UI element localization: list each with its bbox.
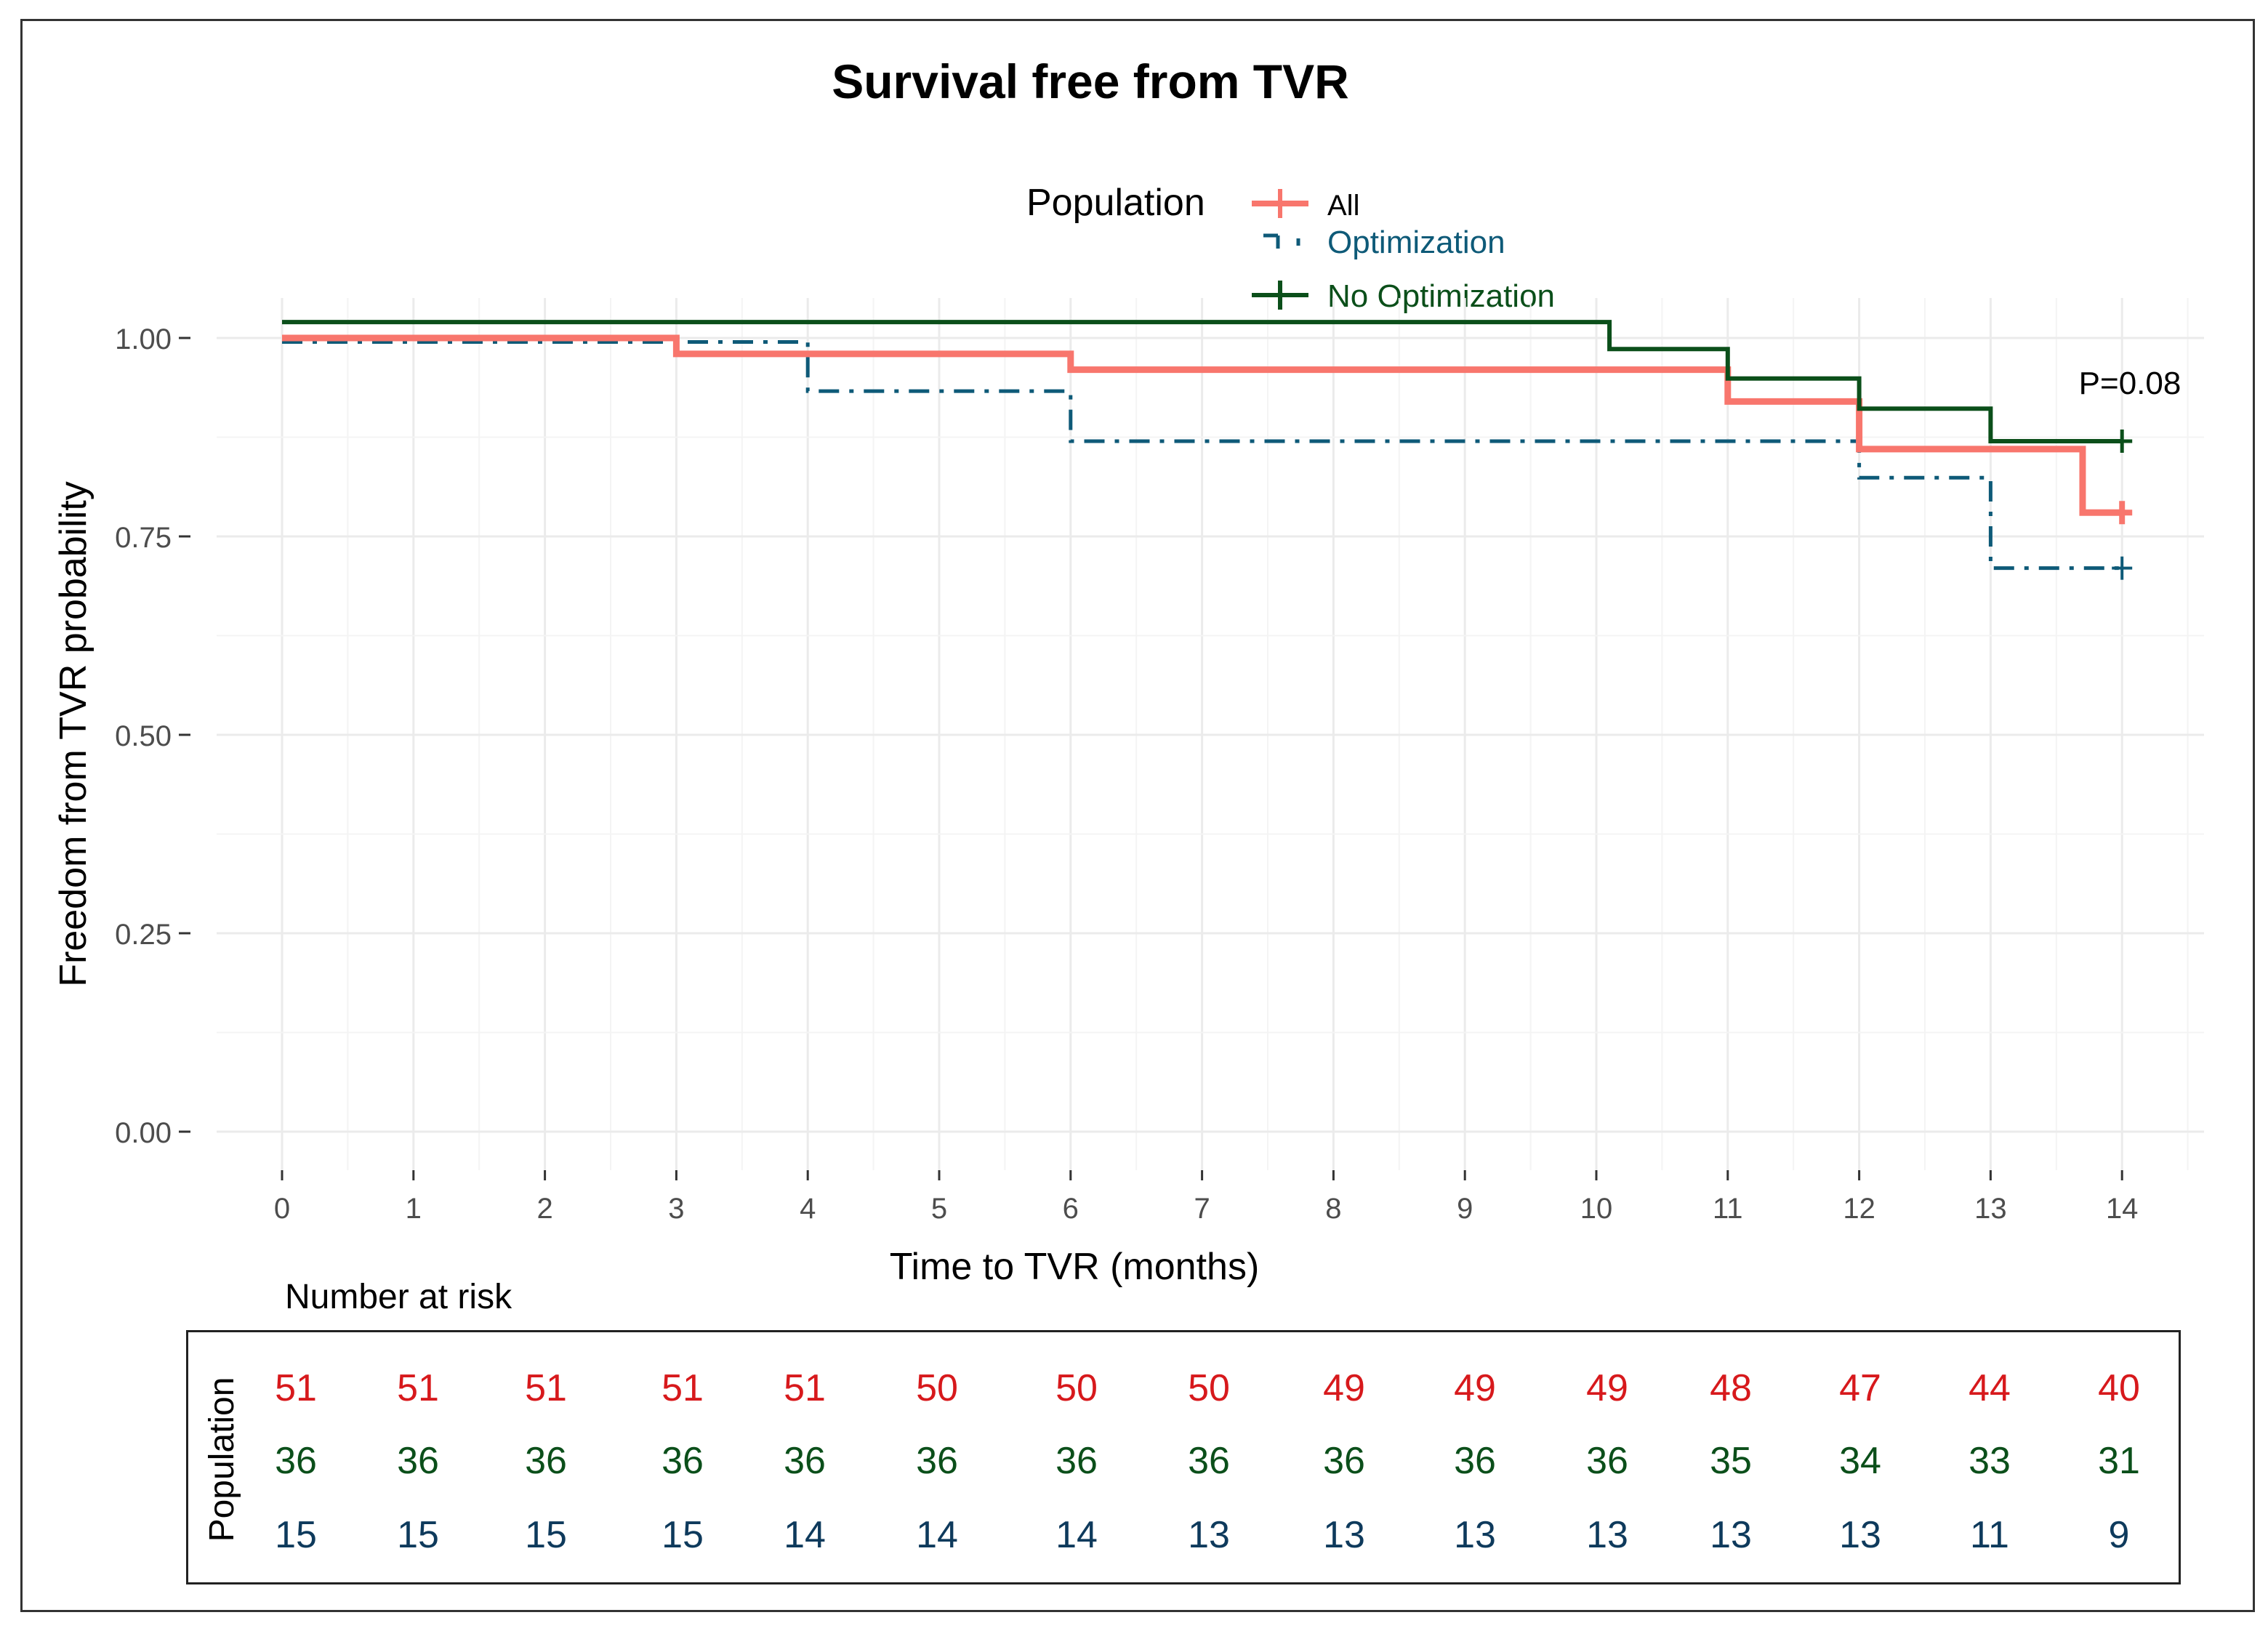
x-axis-label: Time to TVR (months) [890, 1246, 1260, 1288]
y-tick-label: 0.75 [115, 522, 172, 554]
legend-label: No Optimization [1327, 278, 1555, 314]
risk-cell: 13 [1323, 1514, 1365, 1556]
risk-cell: 34 [1839, 1440, 1881, 1482]
legend-key-no-optimization [1252, 281, 1308, 310]
y-axis-label: Freedom from TVR probability [52, 481, 94, 987]
risk-table-row-label: Population [203, 1377, 241, 1542]
x-tick-label: 0 [274, 1193, 290, 1225]
risk-cell: 49 [1586, 1367, 1628, 1409]
risk-cell: 36 [1586, 1440, 1628, 1482]
risk-cell: 13 [1188, 1514, 1230, 1556]
risk-cell: 13 [1839, 1514, 1881, 1556]
x-tick-label: 14 [2106, 1193, 2139, 1225]
legend-key-all [1252, 189, 1308, 218]
risk-cell: 13 [1710, 1514, 1752, 1556]
x-tick-label: 6 [1063, 1193, 1079, 1225]
risk-cell: 36 [1454, 1440, 1496, 1482]
risk-cell: 48 [1710, 1367, 1752, 1409]
risk-cell: 50 [916, 1367, 958, 1409]
x-tick-label: 13 [1974, 1193, 2007, 1225]
risk-cell: 36 [662, 1440, 704, 1482]
risk-cell: 31 [2098, 1440, 2140, 1482]
p-value-annotation: P=0.08 [2079, 366, 2181, 401]
x-tick-label: 9 [1457, 1193, 1473, 1225]
risk-rows: 51 51 51 51 51 50 50 50 49 49 49 48 47 44 40 36 36 36 36 36… [275, 1367, 2140, 1556]
x-tick-label: 8 [1325, 1193, 1341, 1225]
y-tick-label: 0.50 [115, 720, 172, 752]
risk-cell: 50 [1188, 1367, 1230, 1409]
risk-cell: 13 [1586, 1514, 1628, 1556]
x-tick-label: 7 [1194, 1193, 1210, 1225]
risk-cell: 40 [2098, 1367, 2140, 1409]
legend-title: Population [1026, 182, 1205, 224]
x-tick-label: 10 [1580, 1193, 1613, 1225]
chart-title: Survival free from TVR [832, 55, 1349, 108]
risk-cell: 13 [1454, 1514, 1496, 1556]
x-tick-label: 12 [1843, 1193, 1875, 1225]
risk-table-svg: Population 51 51 51 51 51 50 50 50 49 49 49 48 47 44 4… [203, 1367, 2140, 1556]
risk-cell: 9 [2109, 1514, 2130, 1556]
y-tick-label: 1.00 [115, 323, 172, 355]
series-line-optimization [282, 339, 2123, 571]
x-tick-label: 1 [406, 1193, 422, 1225]
risk-cell: 36 [1055, 1440, 1098, 1482]
risk-cell: 15 [397, 1514, 439, 1556]
legend-label: Optimization [1327, 225, 1505, 260]
risk-cell: 33 [1969, 1440, 2011, 1482]
risk-cell: 15 [275, 1514, 317, 1556]
risk-cell: 36 [1323, 1440, 1365, 1482]
risk-cell: 44 [1969, 1367, 2011, 1409]
risk-cell: 14 [916, 1514, 958, 1556]
legend-label: All [1327, 190, 1359, 222]
legend-key-optimization [1263, 233, 1300, 249]
risk-cell: 11 [1970, 1514, 2009, 1556]
grid [217, 298, 2204, 1170]
risk-cell: 49 [1454, 1367, 1496, 1409]
risk-cell: 51 [397, 1367, 439, 1409]
risk-cell: 51 [662, 1367, 704, 1409]
risk-cell: 14 [784, 1514, 826, 1556]
x-axis: 0 1 2 3 4 5 6 7 8 9 10 11 12 13 14 [274, 1170, 2139, 1225]
figure-frame [20, 19, 2255, 1612]
risk-cell: 47 [1839, 1367, 1881, 1409]
risk-cell: 36 [525, 1440, 567, 1482]
risk-cell: 51 [784, 1367, 826, 1409]
risk-cell: 36 [275, 1440, 317, 1482]
risk-cell: 36 [397, 1440, 439, 1482]
risk-cell: 51 [525, 1367, 567, 1409]
x-tick-label: 11 [1713, 1193, 1743, 1225]
risk-cell: 51 [275, 1367, 317, 1409]
risk-cell: 50 [1055, 1367, 1098, 1409]
x-tick-label: 4 [800, 1193, 816, 1225]
x-tick-label: 2 [536, 1193, 552, 1225]
risk-cell: 14 [1055, 1514, 1098, 1556]
risk-cell: 49 [1323, 1367, 1365, 1409]
x-tick-label: 3 [668, 1193, 684, 1225]
risk-table: Population 51 51 51 51 51 50 50 50 49 49 49 48 47 44 4… [186, 1330, 2181, 1584]
y-axis: 0.00 0.25 0.50 0.75 1.00 [115, 323, 190, 1149]
risk-cell: 36 [784, 1440, 826, 1482]
series-line-all [282, 334, 2123, 516]
risk-table-title: Number at risk [285, 1278, 512, 1316]
risk-cell: 36 [916, 1440, 958, 1482]
risk-cell: 35 [1710, 1440, 1752, 1482]
survival-chart: Survival free from TVR Population AllOpti… [52, 55, 2204, 1316]
x-tick-label: 5 [931, 1193, 947, 1225]
risk-cell: 36 [1188, 1440, 1230, 1482]
risk-cell: 15 [662, 1514, 704, 1556]
y-tick-label: 0.00 [115, 1117, 172, 1149]
risk-cell: 15 [525, 1514, 567, 1556]
series-group [282, 320, 2133, 580]
series-line-no-optimization [282, 320, 2123, 443]
y-tick-label: 0.25 [115, 919, 172, 951]
